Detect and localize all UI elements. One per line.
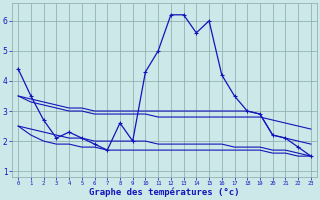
X-axis label: Graphe des températures (°c): Graphe des températures (°c) [89, 188, 240, 197]
